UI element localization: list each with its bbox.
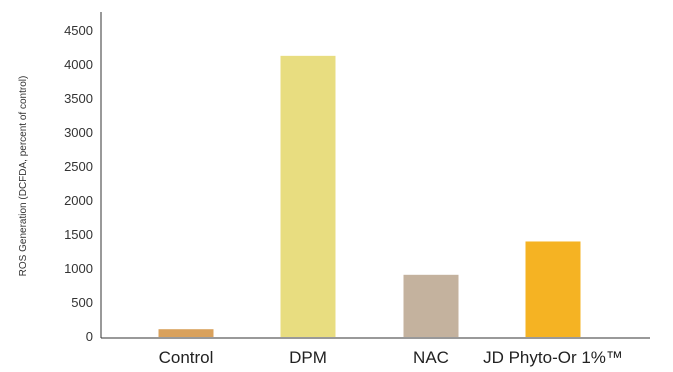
y-tick-label-6: 3000 (64, 125, 93, 140)
y-tick-label-8: 4000 (64, 57, 93, 72)
bars (158, 55, 581, 338)
y-tick-label-5: 2500 (64, 159, 93, 174)
y-tick-label-0: 0 (86, 329, 93, 344)
x-category-label-3: JD Phyto-Or 1%™ (483, 348, 623, 367)
category-labels: Control DPM NAC JD Phyto-Or 1%™ (159, 348, 623, 367)
y-axis-ticks: 0 500 1000 1500 2000 2500 3000 3500 4000 4500 (64, 23, 93, 344)
y-axis-title: ROS Generation (DCFDA, percent of contro… (18, 76, 29, 277)
y-tick-label-7: 3500 (64, 91, 93, 106)
x-category-label-0: Control (159, 348, 214, 367)
y-tick-label-2: 1000 (64, 261, 93, 276)
y-tick-label-4: 2000 (64, 193, 93, 208)
bar-3 (525, 241, 581, 337)
y-tick-label-3: 1500 (64, 227, 93, 242)
x-category-label-1: DPM (289, 348, 327, 367)
bar-1 (280, 55, 336, 338)
x-category-label-2: NAC (413, 348, 449, 367)
y-tick-label-1: 500 (71, 295, 93, 310)
bar-2 (403, 274, 459, 337)
y-tick-label-9: 4500 (64, 23, 93, 38)
bar-0 (158, 329, 214, 337)
